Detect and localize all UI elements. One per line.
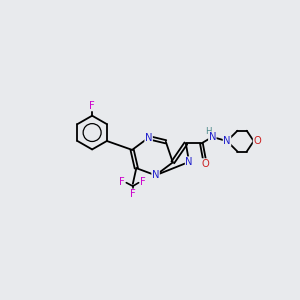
Text: O: O: [253, 136, 261, 146]
Text: F: F: [89, 101, 95, 111]
Text: N: N: [145, 133, 152, 142]
Text: N: N: [208, 132, 216, 142]
Text: F: F: [130, 189, 136, 199]
Text: N: N: [185, 157, 193, 167]
Text: N: N: [152, 170, 159, 180]
Text: N: N: [223, 136, 231, 146]
Text: H: H: [206, 128, 212, 136]
Text: F: F: [119, 177, 124, 187]
Text: F: F: [140, 177, 146, 187]
Text: O: O: [201, 159, 209, 169]
